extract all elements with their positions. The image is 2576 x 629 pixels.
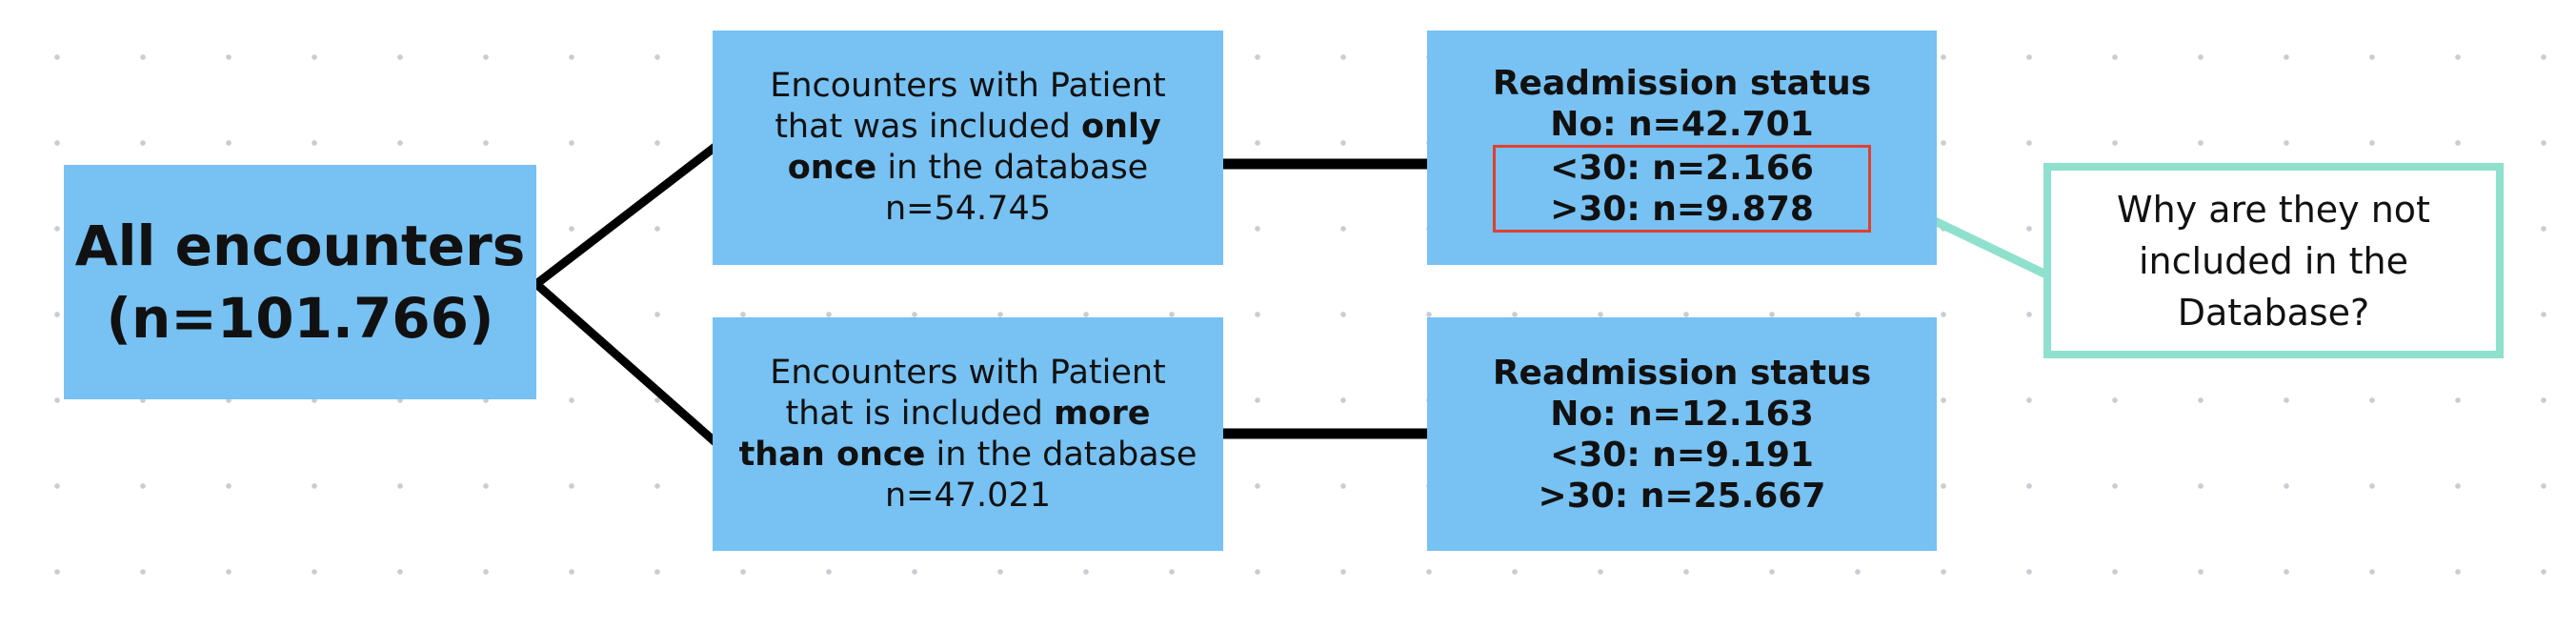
cohort-once-text: Encounters with Patient that was include…	[770, 66, 1166, 230]
root-count: (n=101.766)	[106, 286, 494, 351]
cohort-more-line2-text: that is included	[785, 394, 1054, 433]
status-once-title: Readmission status	[1492, 64, 1872, 103]
highlighted-readmissions: <30: n=2.166 >30: n=9.878	[1492, 145, 1872, 233]
note-line2: included in the	[2139, 239, 2408, 282]
cohort-more-line3-emphasis: than once	[738, 435, 926, 474]
cohort-more-count: n=47.021	[885, 476, 1051, 515]
cohort-more-line2-emphasis: more	[1053, 394, 1151, 433]
status-more-text: Readmission status No: n=12.163 <30: n=9…	[1493, 353, 1871, 517]
cohort-once-line3: once in the database	[770, 148, 1166, 189]
status-more-no: No: n=12.163	[1550, 394, 1814, 434]
status-more-lt30: <30: n=9.191	[1550, 435, 1814, 475]
cohort-more-box: Encounters with Patient that is included…	[713, 317, 1223, 551]
cohort-once-line1: Encounters with Patient	[770, 67, 1166, 105]
status-more-title: Readmission status	[1492, 353, 1872, 393]
cohort-more-line1: Encounters with Patient	[770, 353, 1166, 392]
root-title: All encounters	[74, 213, 526, 278]
status-more-gt30: >30: n=25.667	[1538, 476, 1826, 516]
cohort-once-count: n=54.745	[885, 190, 1051, 228]
note-line1: Why are they not	[2117, 188, 2430, 231]
note-arrow-shaft	[1913, 207, 2052, 281]
note-line3: Database?	[2177, 291, 2370, 334]
readmission-status-more-box: Readmission status No: n=12.163 <30: n=9…	[1427, 317, 1937, 551]
cohort-more-line2: that is included more	[739, 394, 1197, 435]
question-note-box: Why are they not included in the Databas…	[2043, 163, 2504, 358]
readmission-status-once-box: Readmission status No: n=42.701 <30: n=2…	[1427, 30, 1937, 265]
cohort-more-text: Encounters with Patient that is included…	[739, 353, 1197, 517]
cohort-once-line3-text: in the database	[876, 149, 1149, 187]
status-once-text: Readmission status No: n=42.701 <30: n=2…	[1492, 63, 1872, 233]
cohort-once-line3-emphasis: once	[787, 149, 877, 187]
cohort-more-line3-text: in the database	[925, 435, 1197, 474]
status-once-lt30: <30: n=2.166	[1550, 149, 1814, 188]
status-once-gt30: >30: n=9.878	[1550, 190, 1814, 229]
cohort-once-line2: that was included only	[770, 107, 1166, 148]
all-encounters-box: All encounters (n=101.766)	[64, 165, 536, 399]
cohort-once-line2-emphasis: only	[1081, 108, 1161, 146]
question-note-text: Why are they not included in the Databas…	[2117, 184, 2430, 338]
cohort-once-box: Encounters with Patient that was include…	[713, 30, 1223, 265]
cohort-once-line2-text: that was included	[775, 108, 1081, 146]
branch-connector	[529, 142, 719, 447]
status-once-no: No: n=42.701	[1550, 105, 1814, 144]
cohort-more-line3: than once in the database	[739, 435, 1197, 476]
